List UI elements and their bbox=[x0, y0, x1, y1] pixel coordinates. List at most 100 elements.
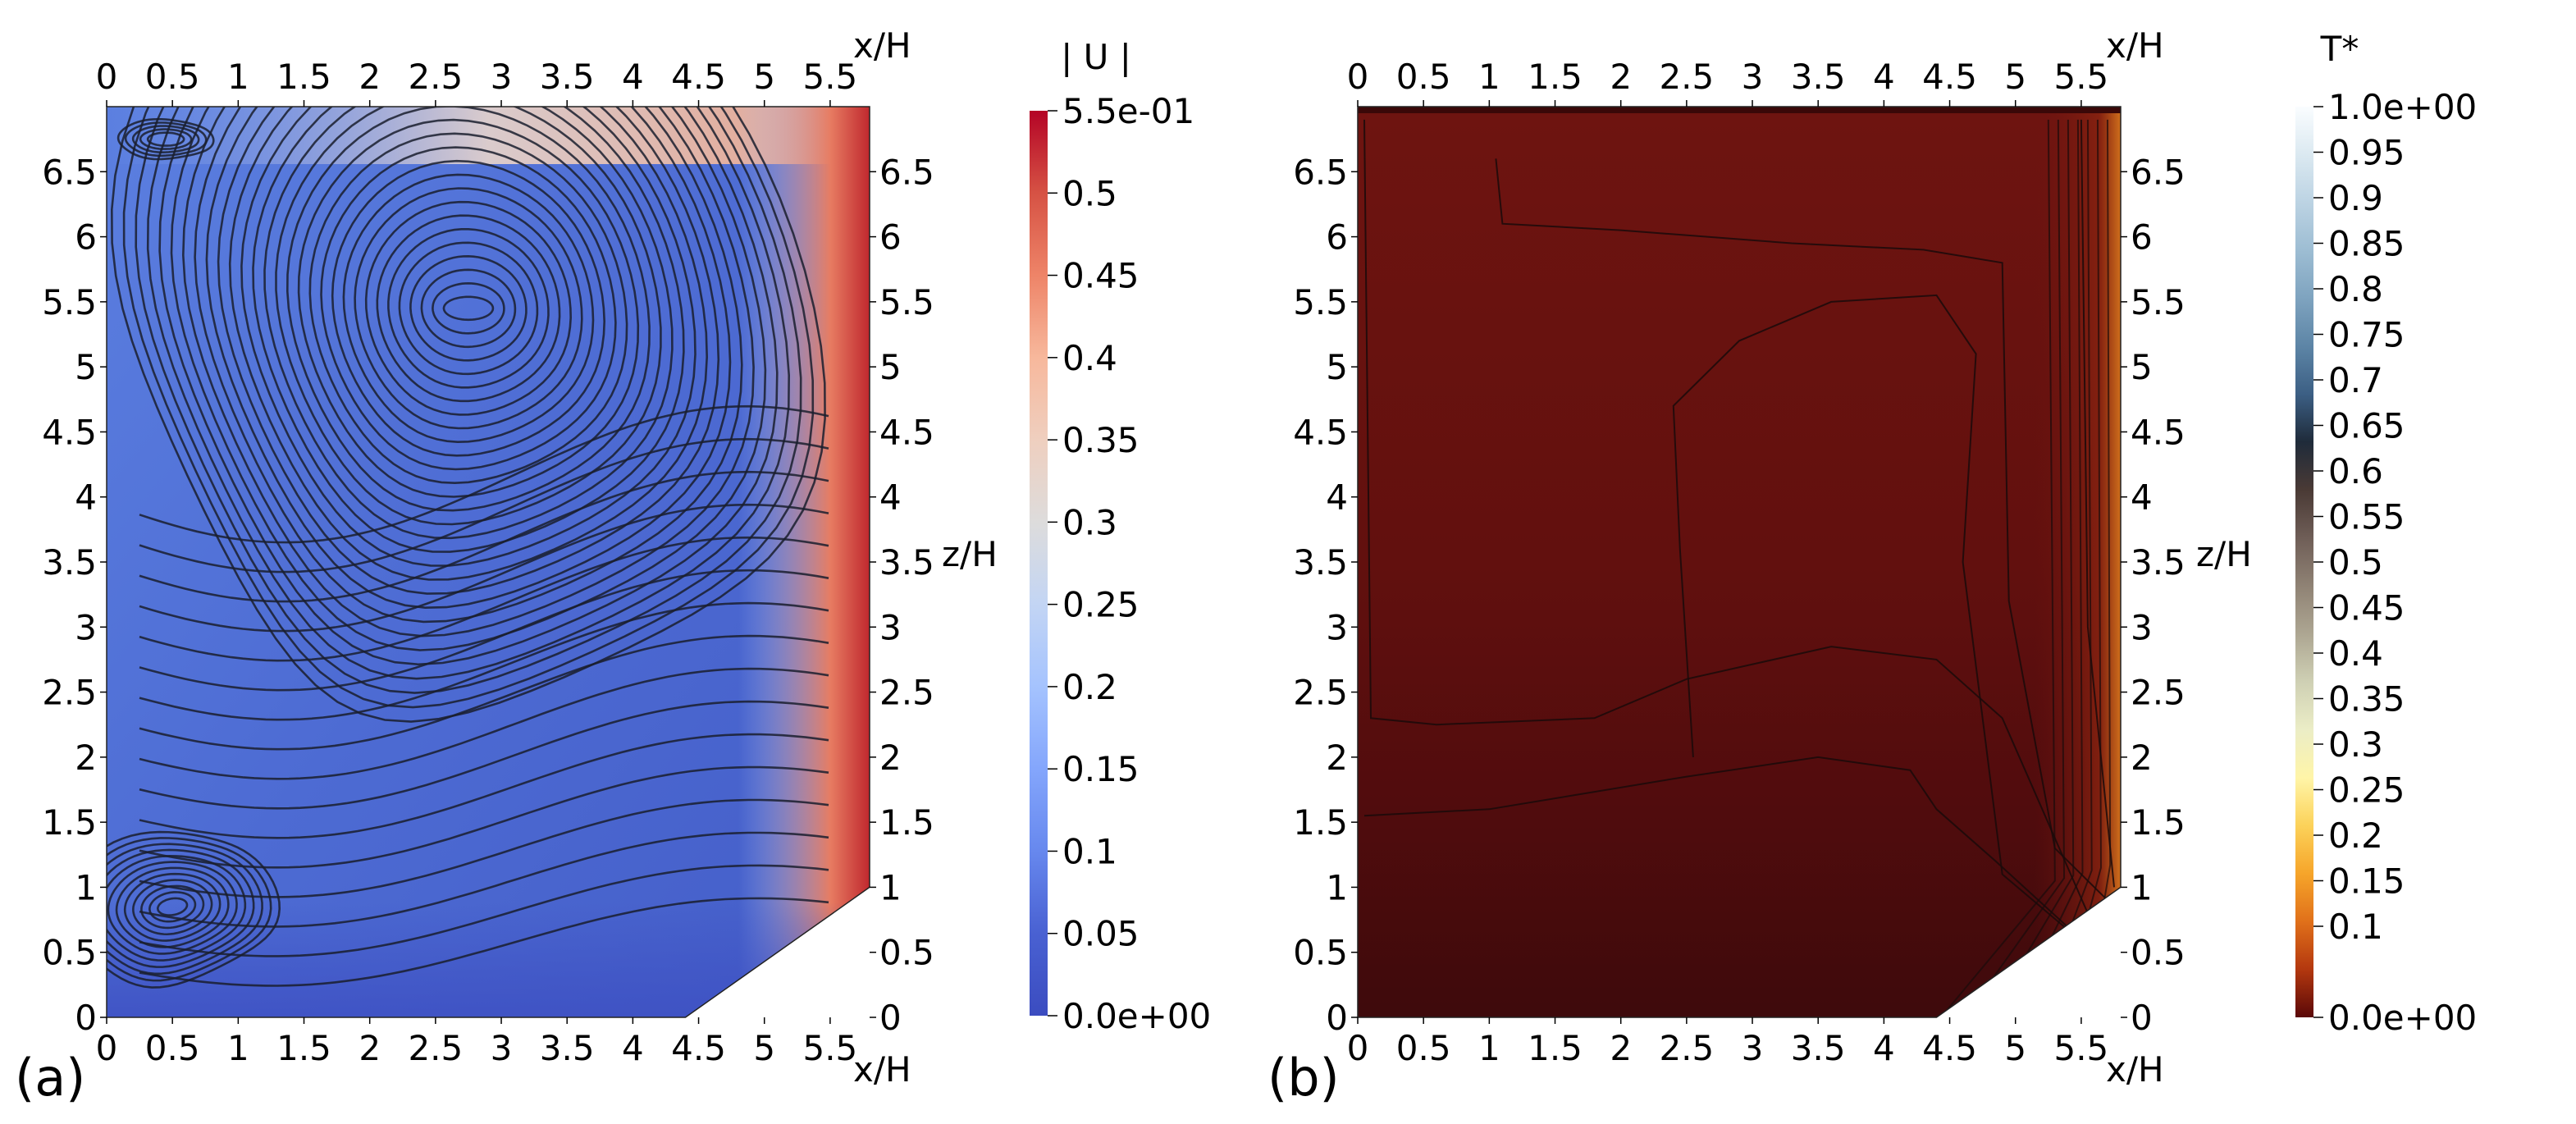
colorbar-label: 0.85 bbox=[2328, 224, 2405, 264]
y-tick-label: 4.5 bbox=[1293, 412, 1348, 452]
y-tick-label-right: 4 bbox=[879, 477, 902, 518]
y-tick-label-right: 1 bbox=[879, 867, 902, 907]
y-tick-label: 4 bbox=[1326, 477, 1348, 518]
colorbar-label: 0.4 bbox=[1062, 338, 1117, 378]
y-tick-label: 1 bbox=[1326, 867, 1348, 907]
streamline bbox=[387, 228, 550, 389]
streamline bbox=[122, 107, 815, 709]
colorbar-label: 0.65 bbox=[2328, 406, 2405, 446]
y-tick-label-right: 2 bbox=[879, 738, 902, 778]
x-tick-label: 4.5 bbox=[1922, 1028, 1977, 1068]
streamline bbox=[139, 128, 193, 150]
streamline bbox=[107, 837, 272, 982]
streamline bbox=[157, 897, 189, 916]
streamline bbox=[139, 700, 829, 810]
streamline bbox=[139, 733, 829, 839]
colorbar-label: 0.05 bbox=[1062, 914, 1140, 954]
y-tick-label-right: 5.5 bbox=[2131, 282, 2185, 322]
y-tick-label: 5.5 bbox=[1293, 282, 1348, 322]
y-tick-label-right: 4.5 bbox=[2131, 412, 2185, 452]
panel-b-top-edge bbox=[1358, 107, 2121, 113]
y-tick-label: 2.5 bbox=[42, 673, 97, 713]
streamline bbox=[320, 146, 617, 471]
y-tick-label: 4 bbox=[75, 477, 97, 518]
streamline bbox=[139, 864, 829, 957]
isotherm bbox=[1942, 119, 2056, 1016]
x-tick-label-top: 4.5 bbox=[1922, 57, 1977, 97]
y-tick-label-right: 3 bbox=[2131, 607, 2153, 647]
streamline bbox=[205, 107, 732, 610]
streamline bbox=[146, 131, 185, 147]
colorbar-label: 0.5 bbox=[1062, 173, 1117, 213]
y-tick-label: 1.5 bbox=[1293, 802, 1348, 843]
y-tick-label-right: 1.5 bbox=[2131, 802, 2185, 843]
streamline bbox=[263, 107, 674, 540]
streamline bbox=[107, 830, 281, 989]
colorbar-label: 0.25 bbox=[2328, 770, 2405, 811]
streamline bbox=[158, 107, 779, 666]
colorbar-label: 0.1 bbox=[2328, 907, 2383, 947]
x-tick-label: 4.5 bbox=[671, 1028, 726, 1068]
streamline bbox=[297, 118, 640, 498]
x-tick-label: 2.5 bbox=[408, 1028, 463, 1068]
x-tick-label: 5.5 bbox=[802, 1028, 857, 1068]
x-tick-label-top: 1.5 bbox=[1528, 57, 1583, 97]
panel-a-xlabel-bottom: x/H bbox=[853, 1049, 911, 1090]
x-tick-label-top: 5 bbox=[2004, 57, 2026, 97]
streamline bbox=[135, 107, 802, 694]
colorbar-label: 0.15 bbox=[2328, 861, 2405, 902]
panel-a-axes: 000.50.5111.51.5222.52.5333.53.5444.54.5… bbox=[42, 57, 934, 1068]
y-tick-label-right: 4.5 bbox=[879, 412, 934, 452]
streamline bbox=[170, 107, 767, 651]
x-tick-label: 1 bbox=[1478, 1028, 1500, 1068]
x-tick-label-top: 3 bbox=[491, 57, 513, 97]
x-tick-label-top: 2.5 bbox=[1659, 57, 1714, 97]
isotherms bbox=[1363, 119, 2115, 1016]
streamline bbox=[139, 765, 829, 869]
colorbar-label: 0.1 bbox=[1062, 831, 1117, 871]
panel-a-label: (a) bbox=[15, 1048, 85, 1108]
colorbar-label: 0.2 bbox=[2328, 816, 2383, 856]
x-tick-label: 0 bbox=[96, 1028, 118, 1068]
y-tick-label-right: 6 bbox=[2131, 217, 2153, 258]
y-tick-label-right: 3 bbox=[879, 607, 902, 647]
streamline bbox=[139, 667, 829, 780]
x-tick-label-top: 1.5 bbox=[276, 57, 331, 97]
y-tick-label-right: 2.5 bbox=[2131, 673, 2185, 713]
streamline bbox=[107, 855, 247, 962]
streamline bbox=[107, 843, 263, 976]
streamline bbox=[123, 872, 222, 942]
streamline bbox=[285, 107, 651, 512]
colorbar-label: 0.3 bbox=[2328, 724, 2383, 765]
y-tick-label: 1 bbox=[75, 867, 97, 907]
streamline bbox=[409, 254, 528, 362]
y-tick-label: 3 bbox=[75, 607, 97, 647]
streamline bbox=[139, 831, 829, 928]
x-tick-label: 2 bbox=[1610, 1028, 1632, 1068]
panel-b-label: (b) bbox=[1267, 1048, 1340, 1108]
x-tick-label: 1.5 bbox=[276, 1028, 331, 1068]
y-tick-label: 6.5 bbox=[1293, 152, 1348, 192]
streamline bbox=[420, 268, 517, 349]
colorbar-b-bar bbox=[2295, 107, 2313, 1017]
panel-a-xlabel-top: x/H bbox=[853, 25, 911, 66]
panel-b-zlabel: z/H bbox=[2196, 534, 2252, 574]
panel-b-field-base bbox=[1358, 107, 2121, 1017]
y-tick-label: 6.5 bbox=[42, 152, 97, 192]
y-tick-label: 3 bbox=[1326, 607, 1348, 647]
x-tick-label: 5 bbox=[753, 1028, 775, 1068]
y-tick-label-right: 2.5 bbox=[879, 673, 934, 713]
colorbar-a: | U | 5.5e-01 0.5 0.45 0.4 0.35 0.3 0.25 0.2 0.1… bbox=[1030, 37, 1211, 1036]
streamline bbox=[139, 634, 829, 751]
y-tick-label: 2 bbox=[1326, 738, 1348, 778]
x-tick-label-top: 2 bbox=[1610, 57, 1632, 97]
y-tick-label-right: 4 bbox=[2131, 477, 2153, 518]
panel-a-zlabel: z/H bbox=[942, 534, 998, 574]
y-tick-label-right: 5 bbox=[879, 347, 902, 387]
colorbar-a-title: | U | bbox=[1061, 37, 1131, 77]
streamline bbox=[275, 107, 662, 526]
y-tick-label: 5.5 bbox=[42, 282, 97, 322]
streamline bbox=[107, 848, 255, 968]
x-tick-label: 4 bbox=[1873, 1028, 1895, 1068]
